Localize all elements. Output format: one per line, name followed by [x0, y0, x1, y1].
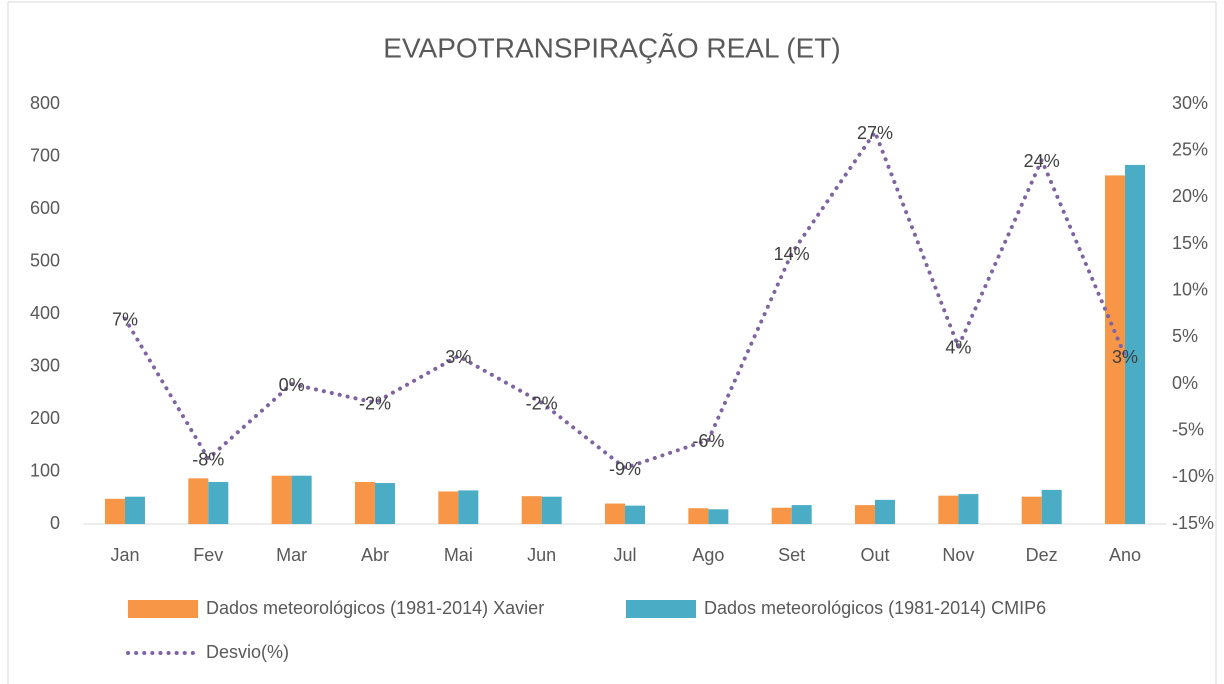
data-label: -2% — [359, 393, 391, 413]
bar — [1125, 164, 1146, 524]
y-tick-label: 400 — [30, 303, 60, 323]
y-tick-label: 300 — [30, 355, 60, 375]
y2-tick-label: 5% — [1172, 326, 1198, 346]
bar — [374, 483, 395, 524]
bar — [104, 498, 125, 524]
bar — [291, 475, 312, 524]
bar — [708, 509, 729, 524]
y2-tick-label: -10% — [1172, 466, 1214, 486]
x-tick-label: Dez — [1026, 545, 1058, 565]
x-tick-label: Fev — [193, 545, 223, 565]
bar — [124, 496, 145, 524]
data-label: -8% — [192, 449, 224, 469]
bar — [688, 508, 709, 524]
bar — [625, 505, 645, 524]
x-tick-label: Nov — [942, 545, 974, 565]
bar — [958, 494, 979, 524]
x-tick-label: Mar — [276, 545, 307, 565]
bar — [1021, 496, 1042, 524]
legend-swatch — [128, 600, 198, 618]
y-tick-label: 100 — [30, 460, 60, 480]
bar — [771, 507, 792, 524]
y-tick-label: 0 — [50, 513, 60, 533]
line — [122, 127, 1128, 471]
x-tick-label: Jul — [613, 545, 636, 565]
y2-tick-label: 15% — [1172, 233, 1208, 253]
data-label: 4% — [945, 337, 971, 357]
data-label: -2% — [526, 393, 558, 413]
bar — [438, 491, 459, 524]
data-label: -6% — [692, 431, 724, 451]
bar — [541, 496, 562, 524]
bar — [208, 482, 229, 524]
x-tick-label: Jan — [110, 545, 139, 565]
bar — [605, 503, 625, 524]
y2-tick-label: -15% — [1172, 513, 1214, 533]
y2-tick-label: 25% — [1172, 139, 1208, 159]
x-tick-label: Abr — [361, 545, 389, 565]
y-tick-label: 600 — [30, 198, 60, 218]
bar — [1105, 175, 1126, 524]
bar — [521, 496, 542, 524]
bar — [271, 475, 292, 524]
bar — [938, 495, 959, 524]
data-label: 14% — [774, 244, 810, 264]
bar — [354, 482, 375, 524]
y-tick-label: 700 — [30, 145, 60, 165]
y2-tick-label: 0% — [1172, 373, 1198, 393]
x-tick-label: Out — [861, 545, 890, 565]
legend-swatch — [626, 600, 696, 618]
y2-tick-label: 10% — [1172, 279, 1208, 299]
bar — [1041, 489, 1062, 524]
x-tick-label: Set — [778, 545, 805, 565]
data-label: 7% — [112, 309, 138, 329]
data-label: 24% — [1024, 151, 1060, 171]
bar — [855, 505, 876, 524]
bar — [791, 505, 812, 524]
x-tick-label: Mai — [444, 545, 473, 565]
x-tick-label: Ago — [692, 545, 724, 565]
legend-label: Dados meteorológicos (1981-2014) CMIP6 — [704, 598, 1046, 618]
bar — [875, 499, 896, 524]
x-tick-label: Jun — [527, 545, 556, 565]
data-label: 3% — [445, 347, 471, 367]
bar — [458, 490, 479, 524]
chart-border — [7, 1, 1217, 684]
data-label: -9% — [609, 459, 641, 479]
data-label: 3% — [1112, 347, 1138, 367]
y-tick-label: 500 — [30, 250, 60, 270]
x-tick-label: Ano — [1109, 545, 1141, 565]
data-label: 27% — [857, 123, 893, 143]
y2-tick-label: -5% — [1172, 419, 1204, 439]
y2-tick-label: 30% — [1172, 93, 1208, 113]
y2-tick-label: 20% — [1172, 186, 1208, 206]
bar — [188, 478, 209, 524]
data-label: 0% — [279, 375, 305, 395]
chart-title: EVAPOTRANSPIRAÇÃO REAL (ET) — [383, 32, 840, 63]
legend-label: Dados meteorológicos (1981-2014) Xavier — [206, 598, 544, 618]
y-tick-label: 800 — [30, 93, 60, 113]
legend-label: Desvio(%) — [206, 642, 289, 662]
y-tick-label: 200 — [30, 408, 60, 428]
